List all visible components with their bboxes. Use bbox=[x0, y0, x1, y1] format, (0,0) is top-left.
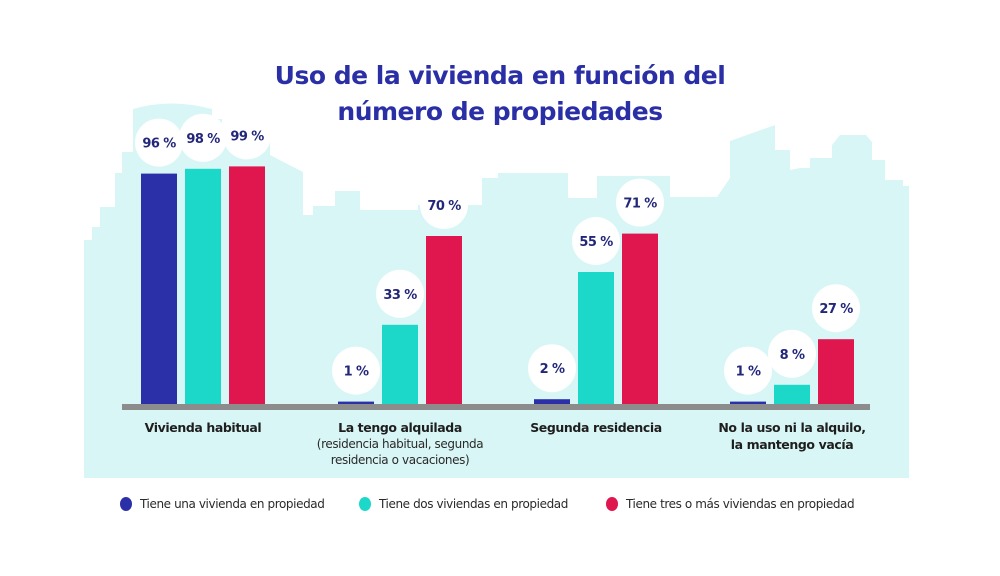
value-label-bubble bbox=[420, 181, 468, 229]
bar bbox=[185, 168, 221, 404]
value-label: 55 % bbox=[579, 235, 613, 250]
value-label-bubble bbox=[332, 346, 380, 395]
legend-swatch bbox=[359, 497, 371, 511]
value-label: 96 % bbox=[142, 137, 176, 152]
value-label-bubble bbox=[768, 329, 816, 378]
bar bbox=[578, 272, 614, 404]
value-label-bubble bbox=[572, 217, 620, 265]
bar bbox=[818, 339, 854, 404]
value-label: 1 % bbox=[344, 365, 369, 380]
legend-label: Tiene tres o más viviendas en propiedad bbox=[625, 497, 854, 511]
bar bbox=[338, 401, 374, 404]
legend: Tiene una vivienda en propiedad Tiene dos… bbox=[120, 497, 855, 511]
value-label: 27 % bbox=[819, 302, 853, 317]
value-label: 70 % bbox=[427, 199, 461, 214]
legend-swatch bbox=[120, 497, 132, 511]
bar bbox=[141, 173, 177, 404]
category-labels-group: Vivienda habitual La tengo alquilada (resi… bbox=[145, 420, 866, 467]
bar bbox=[426, 236, 462, 404]
x-axis-baseline bbox=[122, 404, 870, 410]
bar bbox=[774, 384, 810, 404]
bar bbox=[382, 324, 418, 404]
legend-label: Tiene una vivienda en propiedad bbox=[139, 497, 324, 511]
value-labels-group: 96 % 98 % 99 % 1 % 33 % 70 % 2 % 55 % 71 % 1 % 8 %… bbox=[135, 111, 860, 395]
bar bbox=[534, 399, 570, 404]
value-label-bubble bbox=[528, 344, 576, 393]
value-label-bubble bbox=[135, 118, 183, 167]
category-label: No la uso ni la alquilo, bbox=[718, 420, 865, 435]
bar bbox=[622, 233, 658, 404]
category-label: La tengo alquilada bbox=[338, 420, 462, 435]
value-label: 1 % bbox=[736, 365, 761, 380]
value-label: 2 % bbox=[540, 362, 565, 377]
chart-title-line: número de propiedades bbox=[337, 97, 662, 126]
chart-title-line: Uso de la vivienda en función del bbox=[275, 61, 726, 90]
value-label: 8 % bbox=[780, 348, 805, 363]
value-label-bubble bbox=[812, 284, 860, 333]
value-label-bubble bbox=[616, 178, 664, 227]
category-label: Vivienda habitual bbox=[145, 420, 262, 435]
legend-swatch bbox=[606, 497, 618, 511]
chart-title: Uso de la vivienda en función del número … bbox=[275, 61, 726, 126]
category-sublabel: residencia o vacaciones) bbox=[331, 453, 470, 467]
value-label-bubble bbox=[724, 346, 772, 395]
bar bbox=[229, 166, 265, 404]
category-label: Segunda residencia bbox=[530, 420, 662, 435]
value-label: 71 % bbox=[623, 197, 657, 212]
skyline-background bbox=[84, 103, 909, 478]
value-label-bubble bbox=[376, 269, 424, 318]
legend-label: Tiene dos viviendas en propiedad bbox=[378, 497, 568, 511]
value-label: 33 % bbox=[383, 288, 417, 303]
value-label: 98 % bbox=[186, 132, 220, 147]
category-label: la mantengo vacía bbox=[731, 437, 854, 452]
bars-group bbox=[141, 166, 854, 404]
value-label-bubble bbox=[223, 111, 271, 160]
value-label: 99 % bbox=[230, 129, 264, 144]
bar bbox=[730, 401, 766, 404]
value-label-bubble bbox=[179, 113, 227, 162]
category-sublabel: (residencia habitual, segunda bbox=[317, 437, 483, 451]
